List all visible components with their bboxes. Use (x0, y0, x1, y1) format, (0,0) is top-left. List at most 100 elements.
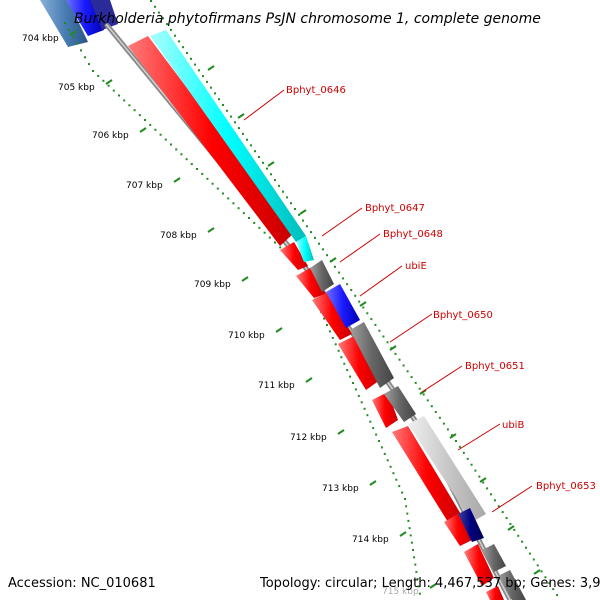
minor-tick-outer (230, 115, 232, 118)
major-tick-outer (299, 209, 307, 215)
minor-tick-outer (298, 213, 300, 216)
minor-tick-inner (227, 197, 230, 200)
connector-ubib (457, 423, 501, 451)
cds-bphyt-0646[interactable] (128, 36, 295, 246)
minor-tick-outer (438, 416, 441, 419)
minor-tick-inner (383, 452, 386, 455)
partial-feature-navy[interactable] (90, 0, 118, 30)
minor-tick-inner (409, 534, 412, 537)
label-connectors (243, 89, 533, 513)
minor-tick-inner (417, 585, 420, 588)
major-tick-outer (449, 433, 457, 439)
minor-tick-outer (474, 469, 477, 472)
minor-tick-outer (513, 528, 516, 531)
feature-cyan-small[interactable] (296, 236, 314, 262)
connector-bphyt-0650 (389, 313, 433, 343)
tick-label: 715 kbp (382, 587, 419, 597)
minor-tick-inner (392, 472, 395, 475)
feature-gray-next-2[interactable] (498, 570, 526, 600)
feature-gray-bphyt-0648[interactable] (310, 260, 334, 292)
minor-tick-inner (331, 336, 334, 339)
cds-bphyt-0648[interactable] (296, 268, 326, 298)
minor-tick-inner (354, 388, 357, 391)
gene-label-bphyt-0650[interactable]: Bphyt_0650 (433, 310, 493, 321)
minor-tick-inner (258, 226, 261, 229)
feature-gray-bphyt-0651[interactable] (384, 386, 416, 422)
minor-tick-outer (398, 358, 401, 361)
minor-tick-outer (314, 236, 316, 239)
major-tick (275, 327, 283, 333)
minor-tick-outer (362, 306, 365, 309)
minor-tick-inner (185, 158, 188, 161)
minor-tick-outer (150, 0, 152, 2)
cds-ubie[interactable] (312, 292, 352, 340)
minor-tick-inner (237, 207, 240, 210)
cds-next[interactable] (464, 544, 494, 586)
gene-label-ubib[interactable]: ubiB (502, 420, 524, 431)
minor-tick-outer (434, 411, 437, 413)
major-tick-outer (507, 525, 515, 531)
gene-label-bphyt-0648[interactable]: Bphyt_0648 (383, 229, 443, 240)
minor-tick-inner (404, 498, 406, 500)
minor-tick-outer (278, 184, 280, 187)
minor-tick-outer (455, 440, 457, 442)
tick-label: 708 kbp (160, 231, 197, 241)
map-title: Burkholderia phytofirmans PsJN chromosom… (74, 11, 541, 27)
minor-tick-outer (532, 558, 535, 561)
minor-tick-outer (556, 594, 559, 597)
cds-bphyt-0651[interactable] (372, 392, 398, 428)
minor-tick-inner (164, 138, 167, 141)
minor-tick-inner (248, 217, 250, 219)
tick-label: 714 kbp (352, 535, 389, 545)
minor-tick-outer (210, 86, 212, 89)
gene-label-bphyt-0646[interactable]: Bphyt_0646 (286, 85, 346, 96)
minor-tick-inner (418, 592, 421, 595)
feature-gray-next[interactable] (482, 544, 506, 572)
cds-ubib[interactable] (392, 426, 462, 522)
tick-label: 704 kbp (22, 34, 59, 44)
cds-bphyt-0647[interactable] (280, 242, 308, 270)
feature-cyan-bphyt-0646[interactable] (150, 30, 306, 242)
gene-label-bphyt-0653[interactable]: Bphyt_0653 (536, 481, 596, 492)
minor-tick-inner (268, 236, 271, 239)
minor-tick-inner (414, 563, 417, 566)
accession-text: Accession: NC_010681 (8, 576, 156, 591)
feature-blue-ubie[interactable] (326, 284, 360, 328)
minor-tick-inner (398, 485, 401, 488)
gene-label-ubie[interactable]: ubiE (405, 261, 427, 272)
tick-label: 711 kbp (258, 381, 295, 391)
minor-tick-inner (170, 143, 172, 146)
minor-tick-inner (64, 22, 66, 24)
feature-navy-bphyt-0653[interactable] (458, 508, 484, 542)
minor-tick-inner (216, 187, 219, 190)
minor-tick-inner (242, 212, 245, 215)
connector-bphyt-0653 (491, 485, 533, 513)
minor-tick-outer (282, 190, 284, 193)
cds-bphyt-0650[interactable] (338, 336, 380, 390)
gene-label-bphyt-0647[interactable]: Bphyt_0647 (365, 203, 425, 214)
feature-lgray-ubib[interactable] (408, 416, 486, 522)
minor-tick-outer (306, 225, 308, 228)
minor-tick-inner (201, 172, 204, 175)
minor-tick-outer (274, 179, 276, 182)
minor-tick-inner (190, 163, 193, 166)
minor-tick-outer (170, 28, 172, 31)
minor-tick-inner (138, 114, 141, 117)
minor-tick-outer (234, 121, 236, 124)
minor-tick-outer (521, 540, 524, 543)
minor-tick-inner (389, 465, 392, 468)
cds-bphyt-0653[interactable] (444, 514, 472, 546)
minor-tick-outer (366, 312, 369, 315)
minor-tick-outer (382, 335, 385, 338)
minor-tick-inner (415, 570, 418, 573)
minor-tick-outer (410, 376, 413, 379)
gene-label-bphyt-0651[interactable]: Bphyt_0651 (465, 361, 525, 372)
minor-tick-outer (302, 219, 304, 222)
cds-next-2[interactable] (486, 586, 504, 600)
minor-tick-inner (206, 177, 209, 180)
minor-tick-inner (337, 349, 340, 352)
minor-tick-outer (334, 265, 336, 268)
minor-tick-inner (405, 505, 408, 508)
feature-gray-bphyt-0650[interactable] (350, 322, 394, 388)
minor-tick-inner (346, 369, 349, 372)
